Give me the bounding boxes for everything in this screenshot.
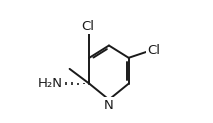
Text: Cl: Cl [147,44,160,57]
Text: H₂N: H₂N [38,77,63,90]
Text: N: N [104,99,114,112]
Text: Cl: Cl [82,20,95,33]
